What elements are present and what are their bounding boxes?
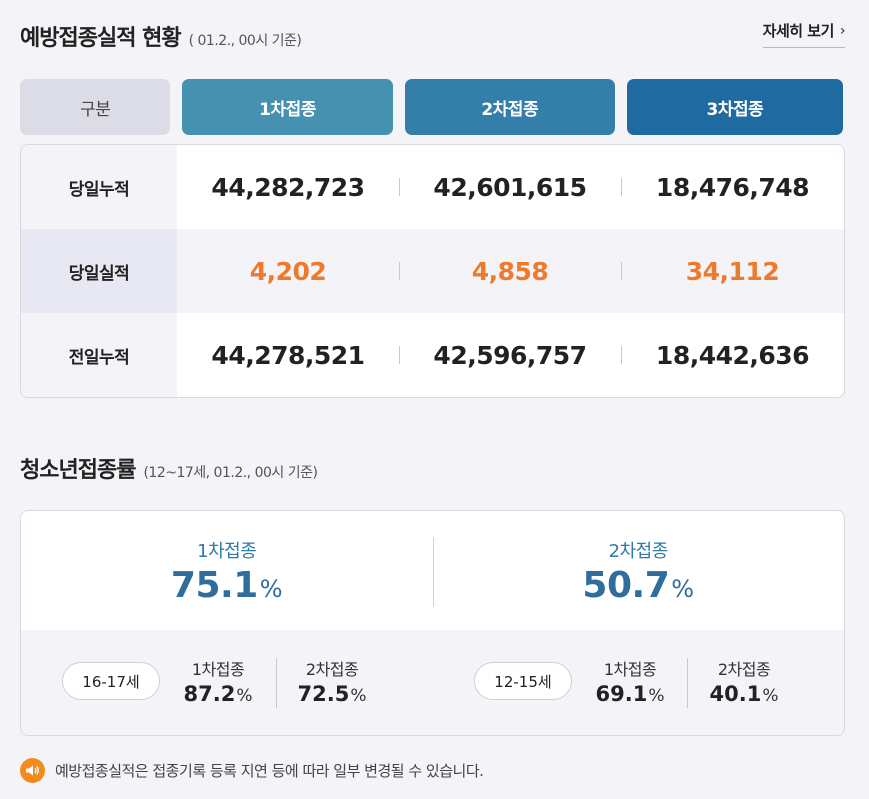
row-label: 전일누적 [21, 313, 177, 397]
notice-text: 예방접종실적은 접종기록 등록 지연 등에 따라 일부 변경될 수 있습니다. [55, 762, 484, 780]
dose-header-row: 구분 1차접종 2차접종 3차접종 [20, 79, 843, 135]
table-row: 당일실적 4,202 4,858 34,112 [21, 229, 844, 313]
age-group-stat: 2차접종 72.5 % [292, 656, 372, 706]
summary-label: 1차접종 [197, 541, 257, 562]
age-group-stat: 1차접종 69.1 % [590, 656, 670, 706]
stat-value: 42,601,615 [399, 145, 621, 229]
vaccination-subtitle: ( 01.2., 00시 기준) [188, 33, 302, 49]
summary-rate: 75.1 [170, 565, 258, 606]
youth-summary: 1차접종 75.1 % 2차접종 50.7 % [21, 511, 844, 630]
stat-value: 42,596,757 [399, 313, 621, 397]
youth-summary-dose2: 2차접종 50.7 % [433, 511, 845, 630]
stat-value: 44,282,723 [211, 172, 365, 202]
stat-label: 1차접종 [603, 660, 657, 679]
summary-unit: % [671, 575, 695, 603]
vaccination-stats-table: 당일누적 44,282,723 42,601,615 18,476,748 당일… [20, 144, 845, 398]
stat-unit: % [236, 686, 253, 706]
summary-rate: 50.7 [582, 565, 670, 606]
speaker-icon [20, 758, 45, 783]
youth-subtitle: (12~17세, 01.2., 00시 기준) [143, 465, 318, 481]
stat-unit: % [350, 686, 367, 706]
table-row: 당일누적 44,282,723 42,601,615 18,476,748 [21, 145, 844, 229]
stat-value: 4,202 [249, 256, 327, 286]
age-group-badge: 16-17세 [62, 662, 160, 700]
notice: 예방접종실적은 접종기록 등록 지연 등에 따라 일부 변경될 수 있습니다. [20, 758, 484, 783]
stat-value: 18,476,748 [621, 145, 844, 229]
stat-rate: 87.2 [183, 682, 236, 706]
dose3-header: 3차접종 [626, 79, 843, 135]
vaccination-section-header: 예방접종실적 현황 ( 01.2., 00시 기준) [20, 20, 302, 52]
age-group-badge: 12-15세 [474, 662, 572, 700]
youth-title: 청소년접종률 [20, 458, 136, 483]
stat-unit: % [648, 686, 665, 706]
stat-rate: 40.1 [709, 682, 762, 706]
divider [276, 658, 277, 708]
stat-value: 44,278,521 [211, 340, 365, 370]
stat-label: 2차접종 [305, 660, 359, 679]
vaccination-title: 예방접종실적 현황 [20, 26, 182, 51]
more-details-link[interactable]: 자세히 보기 › [762, 20, 846, 48]
row-label: 당일누적 [21, 145, 177, 229]
stat-unit: % [762, 686, 779, 706]
youth-rate-card: 1차접종 75.1 % 2차접종 50.7 % [20, 510, 845, 736]
stat-value: 34,112 [621, 229, 844, 313]
youth-section-header: 청소년접종률 (12~17세, 01.2., 00시 기준) [20, 452, 318, 484]
stat-label: 1차접종 [191, 660, 245, 679]
divider [433, 537, 434, 607]
summary-unit: % [259, 575, 283, 603]
age-group-stat: 2차접종 40.1 % [704, 656, 784, 706]
youth-summary-dose1: 1차접종 75.1 % [21, 511, 433, 630]
stat-value: 18,442,636 [621, 313, 844, 397]
dose2-header: 2차접종 [404, 79, 615, 135]
row-label: 당일실적 [21, 229, 177, 313]
stat-rate: 69.1 [595, 682, 648, 706]
stat-rate: 72.5 [297, 682, 350, 706]
divider [687, 658, 688, 708]
stat-value: 4,858 [399, 229, 621, 313]
stat-label: 2차접종 [717, 660, 771, 679]
dose1-header: 1차접종 [182, 79, 393, 135]
chevron-right-icon: › [839, 22, 846, 39]
category-header: 구분 [20, 79, 171, 135]
summary-label: 2차접종 [608, 541, 669, 562]
more-details-label: 자세히 보기 [762, 22, 835, 40]
table-row: 전일누적 44,278,521 42,596,757 18,442,636 [21, 313, 844, 397]
age-group-stat: 1차접종 87.2 % [178, 656, 258, 706]
